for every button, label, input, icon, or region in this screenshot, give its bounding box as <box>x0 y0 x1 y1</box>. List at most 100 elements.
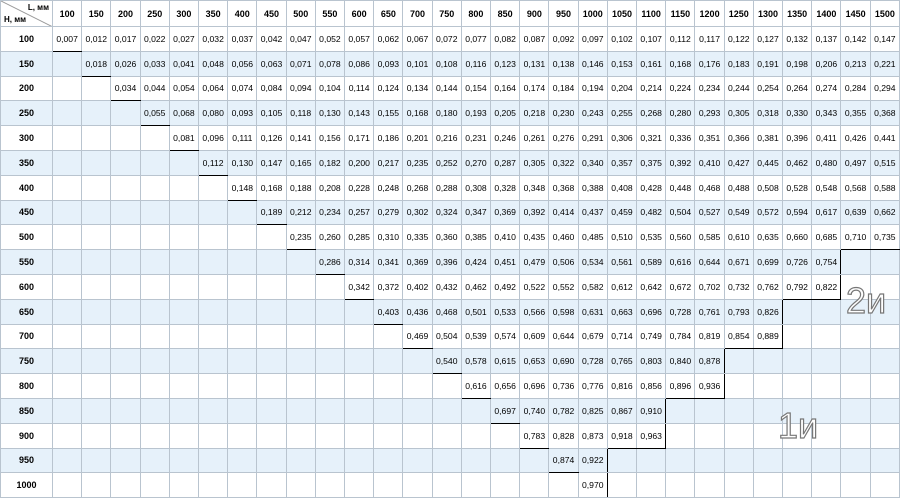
empty-cell <box>51 199 83 226</box>
empty-cell <box>840 447 871 474</box>
empty-cell <box>373 422 404 449</box>
value-cell: 0,055 <box>139 100 170 127</box>
value-cell: 0,403 <box>373 298 404 325</box>
row-header: 650 <box>0 298 53 325</box>
value-cell: 0,022 <box>139 26 170 52</box>
value-cell: 0,228 <box>344 174 375 201</box>
value-cell: 0,161 <box>636 50 667 77</box>
value-cell: 0,246 <box>490 125 521 151</box>
value-cell: 0,212 <box>285 199 316 226</box>
column-header: 650 <box>373 0 404 27</box>
row-header: 850 <box>0 397 53 424</box>
value-cell: 0,155 <box>373 100 404 127</box>
empty-cell <box>402 447 433 474</box>
value-cell: 0,063 <box>256 50 287 77</box>
column-header: 900 <box>519 0 550 27</box>
empty-cell <box>314 373 346 399</box>
empty-cell <box>168 373 200 399</box>
empty-cell <box>110 323 141 350</box>
empty-cell <box>227 472 258 498</box>
empty-cell <box>256 373 287 399</box>
value-cell: 0,328 <box>490 174 521 201</box>
empty-cell <box>694 397 725 424</box>
value-cell: 0,639 <box>840 199 871 226</box>
empty-cell <box>81 125 112 151</box>
value-cell: 0,268 <box>636 100 667 127</box>
value-cell: 0,132 <box>782 26 813 52</box>
empty-cell <box>723 447 754 474</box>
column-header: 350 <box>198 0 229 27</box>
empty-cell <box>227 199 258 226</box>
value-cell: 0,437 <box>577 199 608 226</box>
empty-cell <box>811 447 842 474</box>
value-cell: 0,793 <box>723 298 754 325</box>
empty-cell <box>110 422 141 449</box>
value-cell: 0,153 <box>606 50 638 77</box>
empty-cell <box>198 422 229 449</box>
value-cell: 0,062 <box>373 26 404 52</box>
table-row: 700 0,469 0,504 0,539 0,574 0,609 0,644 0,679 0,… <box>0 323 900 350</box>
empty-cell <box>373 472 404 498</box>
empty-cell <box>490 422 521 449</box>
value-cell: 0,156 <box>314 125 346 151</box>
value-cell: 0,107 <box>636 26 667 52</box>
column-header: 1350 <box>782 0 813 27</box>
value-cell: 0,348 <box>519 174 550 201</box>
empty-cell <box>285 323 316 350</box>
value-cell: 0,610 <box>723 224 754 251</box>
value-cell: 0,822 <box>811 273 842 300</box>
empty-cell <box>460 397 492 424</box>
empty-cell <box>606 472 638 498</box>
table-row: 900 0,783 0,828 0,873 0,918 0,963 <box>0 422 900 449</box>
value-cell: 0,310 <box>373 224 404 251</box>
empty-cell <box>723 397 754 424</box>
empty-cell <box>285 273 316 300</box>
value-cell: 0,291 <box>577 125 608 151</box>
empty-cell <box>227 447 258 474</box>
value-cell: 0,765 <box>606 348 638 375</box>
empty-cell <box>110 199 141 226</box>
value-cell: 0,078 <box>314 50 346 77</box>
value-cell: 0,174 <box>519 75 550 102</box>
value-cell: 0,268 <box>402 174 433 201</box>
value-cell: 0,432 <box>431 273 462 300</box>
value-cell: 0,527 <box>694 199 725 226</box>
value-cell: 0,287 <box>490 149 521 176</box>
value-cell: 0,653 <box>519 348 550 375</box>
value-cell: 0,469 <box>402 323 433 350</box>
value-cell: 0,360 <box>431 224 462 251</box>
empty-cell <box>139 298 170 325</box>
table-row: 600 0,342 0,372 0,402 0,432 0,462 0,492 0,522 0,… <box>0 273 900 300</box>
column-header: 300 <box>168 0 200 27</box>
row-header: 300 <box>0 125 53 151</box>
row-header: 250 <box>0 100 53 127</box>
value-cell: 0,064 <box>198 75 229 102</box>
empty-cell <box>227 397 258 424</box>
empty-cell <box>81 199 112 226</box>
row-header: 350 <box>0 149 53 176</box>
value-cell: 0,047 <box>285 26 316 52</box>
value-cell: 0,566 <box>519 298 550 325</box>
empty-cell <box>198 447 229 474</box>
value-cell: 0,366 <box>723 125 754 151</box>
empty-cell <box>869 323 900 350</box>
value-cell: 0,176 <box>694 50 725 77</box>
empty-cell <box>81 273 112 300</box>
value-cell: 0,318 <box>752 100 784 127</box>
value-cell: 0,736 <box>548 373 579 399</box>
value-cell: 0,410 <box>490 224 521 251</box>
value-cell: 0,147 <box>869 26 900 52</box>
value-cell: 0,445 <box>752 149 784 176</box>
value-cell: 0,792 <box>782 273 813 300</box>
value-cell: 0,322 <box>548 149 579 176</box>
value-cell: 0,305 <box>519 149 550 176</box>
empty-cell <box>51 125 83 151</box>
row-header: 1000 <box>0 472 53 498</box>
empty-cell <box>81 397 112 424</box>
empty-cell <box>344 323 375 350</box>
value-cell: 0,068 <box>168 100 200 127</box>
value-cell: 0,585 <box>694 224 725 251</box>
empty-cell <box>81 149 112 176</box>
column-header: 700 <box>402 0 433 27</box>
value-cell: 0,488 <box>723 174 754 201</box>
